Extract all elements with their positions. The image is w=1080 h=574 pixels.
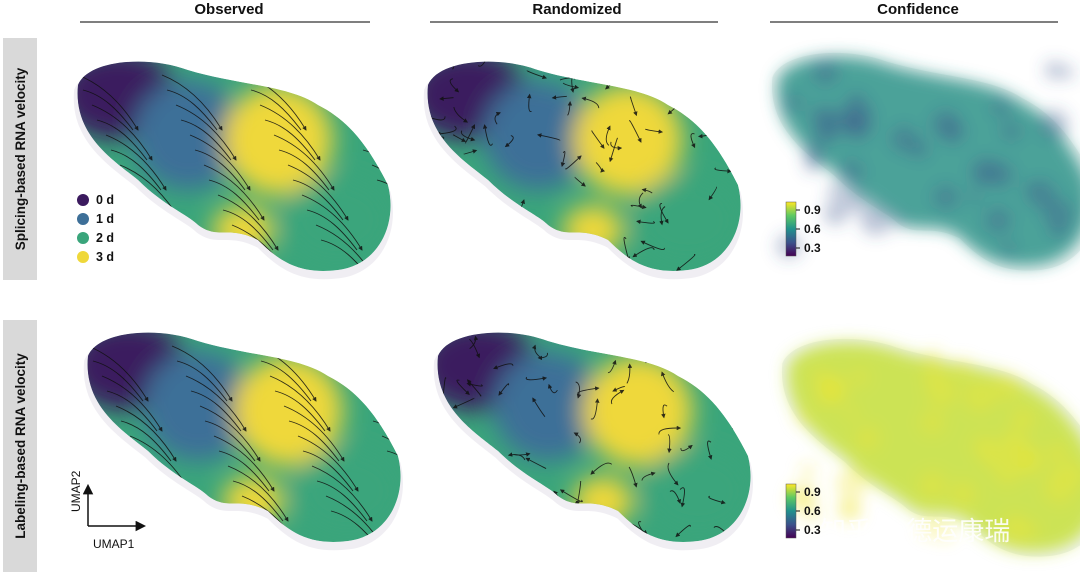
colorbar-splicing-tick-03: 0.3 [804,241,821,255]
colorbar-labeling-tick-06: 0.6 [804,504,821,518]
colorbar-splicing-tick-06: 0.6 [804,222,821,236]
row-label-splicing: Splicing-based RNA velocity [3,38,37,280]
umap-labeling-confidence [782,338,1080,557]
umap-labeling-observed [83,332,403,551]
colorbar-labeling: 0.9 0.6 0.3 [785,483,821,539]
legend-label-1d: 1 d [96,212,114,226]
embedding-panels [73,52,1080,557]
legend-label-0d: 0 d [96,193,114,207]
legend-swatch-0d [77,194,89,206]
watermark: 知乎 @德运康瑞 [820,517,1010,547]
colorbar-splicing: 0.9 0.6 0.3 [785,201,821,257]
column-title-observed: Observed [194,1,263,18]
legend-swatch-3d [77,251,89,263]
legend-label-2d: 2 d [96,231,114,245]
umap-labeling-randomized [433,332,753,551]
colorbar-splicing-gradient [785,201,797,257]
umap-axes: UMAP2 UMAP1 [69,470,147,551]
colorbar-labeling-gradient [785,483,797,539]
colorbar-splicing-tick-09: 0.9 [804,203,821,217]
column-headers: Observed Randomized Confidence [80,1,1058,23]
legend-swatch-2d [77,232,89,244]
umap1-axis-label: UMAP1 [93,537,135,551]
legend-label-3d: 3 d [96,250,114,264]
colorbar-labeling-tick-09: 0.9 [804,485,821,499]
colorbar-labeling-tick-03: 0.3 [804,523,821,537]
column-title-confidence: Confidence [877,1,959,18]
umap-splicing-observed [73,61,393,280]
row-label-labeling-text: Labeling-based RNA velocity [13,353,28,539]
umap2-axis-label: UMAP2 [69,470,83,512]
umap-splicing-confidence [772,52,1080,271]
umap-splicing-randomized [423,61,743,280]
row-label-splicing-text: Splicing-based RNA velocity [13,67,28,250]
row-label-labeling: Labeling-based RNA velocity [3,320,37,572]
time-legend: 0 d 1 d 2 d 3 d [77,193,114,264]
column-title-randomized: Randomized [532,1,621,18]
legend-swatch-1d [77,213,89,225]
